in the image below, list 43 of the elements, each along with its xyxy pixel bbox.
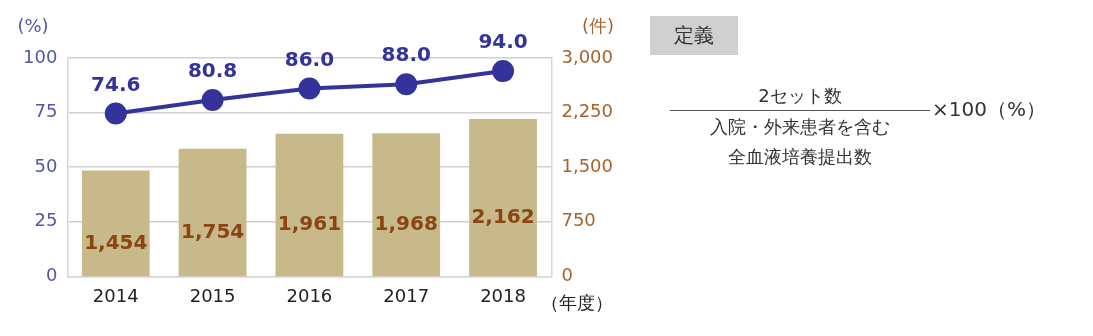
bar bbox=[372, 133, 441, 277]
bar bbox=[178, 148, 247, 277]
data-label: 86.0 bbox=[284, 46, 335, 71]
data-label: 94.0 bbox=[478, 29, 528, 54]
y-tick-label: 100 bbox=[23, 45, 58, 67]
data-label: 1,454 bbox=[84, 229, 148, 254]
bar bbox=[81, 170, 150, 277]
bar bbox=[275, 133, 344, 277]
y2-tick-label: 1,500 bbox=[561, 154, 613, 176]
y-tick-label: 25 bbox=[34, 209, 58, 231]
data-label: 2,162 bbox=[471, 203, 535, 228]
point bbox=[104, 102, 127, 125]
point bbox=[201, 88, 224, 111]
y-axis-title: (%) bbox=[17, 14, 49, 36]
x-tick-label: 2018 bbox=[480, 284, 526, 306]
y-tick-label: 0 bbox=[45, 264, 58, 286]
point bbox=[298, 77, 321, 100]
x-tick-label: 2016 bbox=[286, 284, 333, 306]
y-tick-label: 75 bbox=[34, 100, 58, 122]
y2-tick-label: 0 bbox=[561, 264, 573, 286]
bar bbox=[469, 119, 537, 277]
point bbox=[492, 60, 515, 83]
y2-tick-label: 3,000 bbox=[561, 45, 613, 67]
y2-tick-label: 750 bbox=[561, 209, 596, 231]
data-label: 88.0 bbox=[381, 42, 431, 67]
y2-axis-title: (件) bbox=[581, 14, 615, 36]
data-label: 1,968 bbox=[374, 210, 438, 235]
text: ×100（%） bbox=[932, 96, 1046, 123]
data-label: 74.6 bbox=[91, 71, 141, 96]
text: 2セット数 bbox=[670, 84, 930, 111]
data-label: 1,754 bbox=[180, 218, 245, 243]
text: 入院・外来患者を含む bbox=[709, 115, 891, 139]
data-label: 1,961 bbox=[277, 211, 342, 236]
x-axis-title: （年度） bbox=[541, 292, 614, 314]
y-tick-label: 50 bbox=[34, 154, 58, 176]
y2-tick-label: 2,250 bbox=[561, 100, 613, 122]
point bbox=[395, 73, 418, 96]
data-label: 80.8 bbox=[187, 58, 238, 83]
text: 定義 bbox=[650, 16, 738, 55]
x-tick-label: 2017 bbox=[383, 284, 430, 306]
x-tick-label: 2014 bbox=[92, 284, 139, 306]
x-tick-label: 2015 bbox=[189, 284, 236, 306]
text: 全血液培養提出数 bbox=[727, 145, 873, 169]
